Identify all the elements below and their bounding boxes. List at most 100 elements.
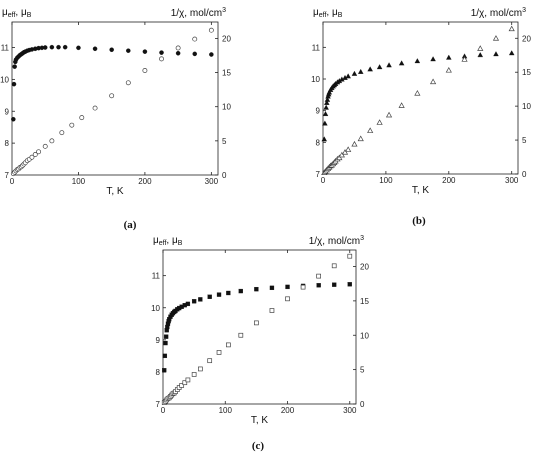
mu-eff-point <box>42 45 48 50</box>
mu-eff-point <box>386 62 392 68</box>
inv-chi-point <box>208 27 214 33</box>
y-right-tick-label: 20 <box>360 263 369 272</box>
inv-chi-point <box>429 78 437 85</box>
mu-eff-point <box>11 116 16 122</box>
plot-frame <box>322 21 519 175</box>
panel-c-caption: (c) <box>252 440 265 452</box>
inv-chi-point <box>338 151 345 158</box>
x-tick-label: 0 <box>161 406 166 415</box>
inv-chi-point <box>398 102 405 108</box>
mu-eff-point <box>345 73 351 79</box>
mu-eff-point <box>126 48 131 53</box>
mu-eff-point <box>430 56 436 62</box>
mu-eff-point <box>207 294 212 299</box>
inv-chi-point <box>341 149 349 155</box>
inv-chi-point <box>345 146 352 152</box>
x-tick-label: 200 <box>281 406 295 415</box>
y-left-tick-label: 9 <box>156 336 161 345</box>
y-left-tick-label: 7 <box>5 171 10 180</box>
y-right-axis-label: 1/χ, mol/cm3 <box>171 7 226 19</box>
inv-chi-point <box>300 284 306 290</box>
mu-eff-point <box>326 89 333 95</box>
mu-eff-point <box>322 111 329 116</box>
y-right-tick-label: 20 <box>222 34 231 43</box>
y-right-tick-label: 20 <box>522 34 531 43</box>
inv-chi-point <box>285 296 290 302</box>
inv-chi-point <box>182 380 188 386</box>
inv-chi-point <box>385 111 393 118</box>
inv-chi-point <box>357 135 364 142</box>
y-left-tick-label: 11 <box>1 44 10 53</box>
inv-chi-point <box>179 383 185 388</box>
inv-chi-point <box>414 90 421 96</box>
inv-chi-point <box>42 143 48 149</box>
y-right-axis-label: 1/χ, mol/cm3 <box>471 7 526 19</box>
y-right-tick-label: 10 <box>360 331 369 340</box>
y-left-tick-label: 10 <box>311 75 320 84</box>
y-left-tick-label: 11 <box>152 272 161 281</box>
inv-chi-point <box>59 130 65 136</box>
inv-chi-point <box>347 253 353 259</box>
mu-eff-point <box>238 288 243 294</box>
mu-eff-point <box>351 70 358 76</box>
x-tick-label: 200 <box>138 177 152 186</box>
inv-chi-point <box>331 263 337 269</box>
panel-a: (a) 0 100 200 300 7 8 9 10 11 0 5 10 15 20 T, K μeff, μ… <box>0 7 231 231</box>
inv-chi-point <box>125 80 131 86</box>
mu-eff-point <box>357 68 364 74</box>
mu-eff-point <box>446 54 452 60</box>
inv-chi-point <box>336 154 343 161</box>
inv-chi-point <box>69 122 75 128</box>
mu-eff-point <box>324 99 330 105</box>
y-right-tick-label: 10 <box>222 103 231 112</box>
mu-eff-point <box>216 292 222 297</box>
mu-eff-point <box>398 60 405 66</box>
mu-eff-point <box>12 64 17 69</box>
mu-eff-point <box>347 282 352 287</box>
x-tick-label: 200 <box>442 176 456 185</box>
y-right-tick-label: 0 <box>222 171 227 180</box>
x-tick-label: 300 <box>343 406 357 415</box>
plot-frame <box>11 21 219 176</box>
y-left-tick-label: 7 <box>156 400 161 409</box>
mu-eff-point <box>192 51 197 57</box>
mu-eff-point <box>285 284 290 290</box>
y-left-tick-label: 8 <box>5 139 10 148</box>
inv-chi-point <box>92 105 98 111</box>
mu-eff-point <box>163 340 168 346</box>
y-right-tick-label: 5 <box>522 136 527 145</box>
inv-chi-point <box>142 68 148 73</box>
x-tick-label: 100 <box>379 176 393 185</box>
mu-eff-point <box>324 96 331 102</box>
x-tick-label: 0 <box>321 176 326 185</box>
y-left-tick-label: 8 <box>316 138 321 147</box>
panel-a-caption: (a) <box>124 219 137 231</box>
mu-eff-point <box>493 51 499 57</box>
mu-eff-point <box>92 46 98 52</box>
mu-eff-point <box>11 81 17 87</box>
x-tick-label: 100 <box>72 177 86 186</box>
x-axis-label: T, K <box>412 185 430 196</box>
y-left-tick-label: 11 <box>312 43 321 52</box>
inv-chi-point <box>367 127 374 133</box>
inv-chi-point <box>376 119 383 125</box>
x-tick-label: 300 <box>205 177 219 186</box>
inv-chi-point <box>351 140 358 147</box>
inv-chi-point <box>445 66 452 73</box>
inv-chi-point <box>254 320 259 326</box>
y-left-tick-label: 7 <box>316 170 321 179</box>
mu-eff-point <box>321 136 328 142</box>
y-left-axis-label: μeff, μB <box>313 7 343 19</box>
y-right-tick-label: 10 <box>522 102 531 111</box>
y-left-tick-label: 9 <box>5 107 10 116</box>
mu-eff-point <box>508 50 515 56</box>
mu-eff-point <box>316 283 321 288</box>
mu-eff-point <box>332 282 337 287</box>
panel-b: (b) 0 100 200 300 7 8 9 10 11 0 5 10 15 20 T, K μeff, μ… <box>311 7 531 227</box>
y-right-tick-label: 0 <box>522 170 527 179</box>
plot-frame <box>162 249 357 405</box>
inv-chi-point <box>49 138 55 144</box>
inv-chi-point <box>316 273 321 279</box>
x-tick-label: 0 <box>10 177 15 186</box>
